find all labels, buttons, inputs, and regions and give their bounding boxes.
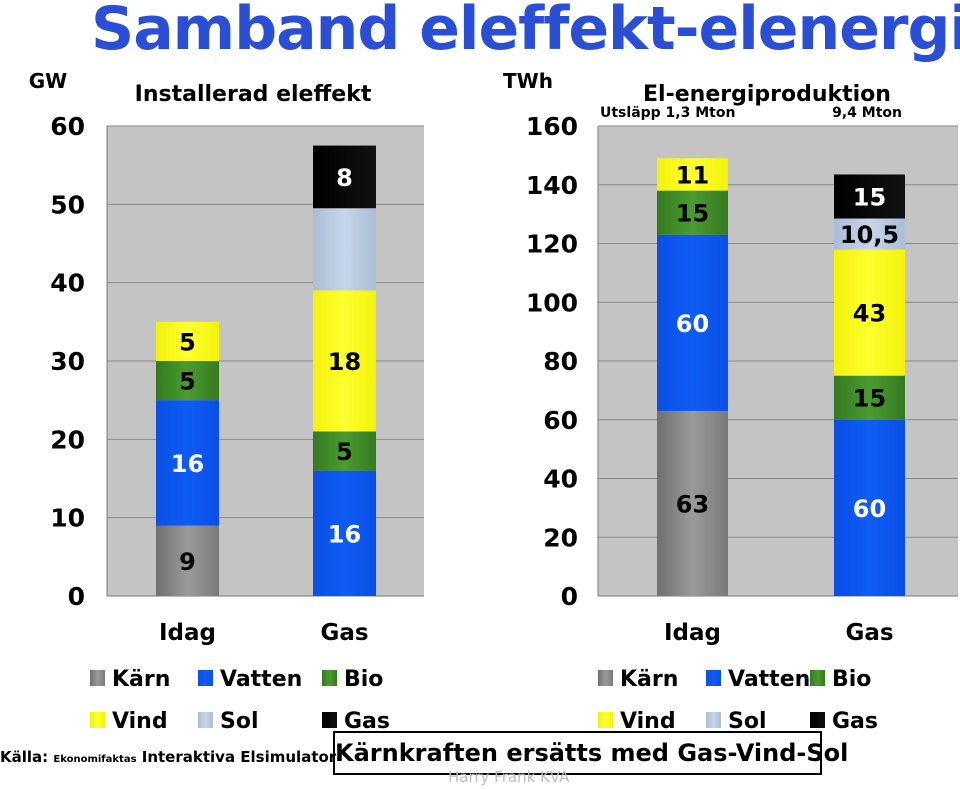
legend-swatch-0-kärn <box>90 670 105 686</box>
legend-swatch-1-kärn <box>598 670 613 686</box>
bar-segment-0-idag-vatten <box>156 400 219 526</box>
legend-swatch-1-vind <box>598 712 613 728</box>
y-tick-label-0: 40 <box>50 269 85 298</box>
bar-segment-1-gas-vatten <box>834 419 905 596</box>
y-tick-label-1: 140 <box>526 171 578 200</box>
bar-segment-0-idag-bio <box>156 361 219 401</box>
legend-label-1-kärn: Kärn <box>620 667 678 692</box>
data-label-0-idag-kärn: 9 <box>179 548 196 576</box>
source-rest: Interaktiva Elsimulator <box>136 748 337 766</box>
bar-segment-1-gas-gas <box>834 174 905 219</box>
data-label-1-idag-vind: 11 <box>676 161 709 189</box>
y-tick-label-1: 60 <box>543 406 578 435</box>
bar-segment-1-idag-vatten <box>657 234 728 411</box>
bar-segment-0-gas-bio <box>313 431 376 471</box>
bar-segment-0-gas-gas <box>313 145 376 209</box>
legend-swatch-0-gas <box>322 712 337 728</box>
y-tick-label-1: 80 <box>543 347 578 376</box>
data-label-0-gas-vatten: 16 <box>328 520 361 548</box>
legend-label-0-vatten: Vatten <box>220 667 302 692</box>
legend-label-0-kärn: Kärn <box>112 667 170 692</box>
legend-swatch-1-vatten <box>706 670 721 686</box>
bar-segment-0-gas-vind <box>313 290 376 432</box>
legend-swatch-0-vatten <box>198 670 213 686</box>
data-label-1-idag-kärn: 63 <box>676 490 709 518</box>
data-label-0-gas-bio: 5 <box>336 438 353 466</box>
data-label-0-idag-vatten: 16 <box>171 450 204 478</box>
category-label-1-idag: Idag <box>664 620 721 646</box>
source-small: Ekonomifaktas <box>53 754 137 765</box>
source-note: Källa: Ekonomifaktas Interaktiva Elsimul… <box>0 748 336 766</box>
category-label-0-idag: Idag <box>159 620 216 646</box>
y-tick-label-1: 40 <box>543 465 578 494</box>
conclusion-box: Kärnkraften ersätts med Gas-Vind-Sol <box>333 731 848 775</box>
data-label-1-idag-vatten: 60 <box>676 310 709 338</box>
chart-title-1: El-energiproduktion <box>643 82 891 107</box>
bar-segment-0-gas-vatten <box>313 470 376 596</box>
y-tick-label-0: 60 <box>50 112 85 141</box>
legend-label-1-gas: Gas <box>832 709 878 734</box>
bar-segment-1-idag-vind <box>657 158 728 191</box>
credit-text: Harry Frank KVA <box>448 768 570 786</box>
slide-title: Samband eleffekt-elenergi <box>90 0 960 64</box>
emission-annotation-idag: Utsläpp 1,3 Mton <box>600 105 735 121</box>
data-label-0-idag-bio: 5 <box>179 368 196 396</box>
legend-label-0-gas: Gas <box>344 709 390 734</box>
y-tick-label-0: 50 <box>50 190 85 219</box>
legend-label-0-bio: Bio <box>344 667 383 692</box>
data-label-1-gas-vind: 43 <box>853 300 886 328</box>
legend-swatch-1-sol <box>706 712 721 728</box>
bar-segment-1-idag-kärn <box>657 410 728 596</box>
data-label-0-gas-vind: 18 <box>328 348 361 376</box>
legend-swatch-0-sol <box>198 712 213 728</box>
y-tick-label-0: 30 <box>50 347 85 376</box>
chart-title-0: Installerad eleffekt <box>135 82 372 107</box>
legend-swatch-0-bio <box>322 670 337 686</box>
bar-segment-1-gas-bio <box>834 375 905 420</box>
y-tick-label-1: 100 <box>526 288 578 317</box>
y-tick-label-0: 20 <box>50 425 85 454</box>
y-tick-label-0: 10 <box>50 504 85 533</box>
emission-annotation-gas: 9,4 Mton <box>832 105 902 121</box>
y-axis-unit-0: GW <box>29 69 67 93</box>
legend-label-0-sol: Sol <box>220 709 259 734</box>
y-tick-label-1: 160 <box>526 112 578 141</box>
y-tick-label-1: 0 <box>561 582 578 611</box>
data-label-1-gas-gas: 15 <box>853 184 886 212</box>
legend-swatch-1-bio <box>810 670 825 686</box>
y-tick-label-1: 20 <box>543 523 578 552</box>
data-label-1-gas-sol: 10,5 <box>840 221 899 249</box>
legend-label-0-vind: Vind <box>112 709 168 734</box>
category-label-0-gas: Gas <box>320 620 368 646</box>
data-label-1-idag-bio: 15 <box>676 200 709 228</box>
y-tick-label-1: 120 <box>526 230 578 259</box>
bar-segment-1-idag-bio <box>657 190 728 235</box>
bar-segment-0-gas-sol <box>313 208 376 291</box>
category-label-1-gas: Gas <box>845 620 893 646</box>
y-tick-label-0: 0 <box>68 582 85 611</box>
data-label-1-gas-bio: 15 <box>853 385 886 413</box>
legend-swatch-0-vind <box>90 712 105 728</box>
source-prefix: Källa: <box>0 748 54 766</box>
bar-segment-0-idag-vind <box>156 321 219 361</box>
legend-label-1-vatten: Vatten <box>728 667 810 692</box>
y-axis-unit-1: TWh <box>503 69 553 93</box>
data-label-0-idag-vind: 5 <box>179 328 196 356</box>
legend-swatch-1-gas <box>810 712 825 728</box>
bar-segment-0-idag-kärn <box>156 525 219 596</box>
bar-segment-1-gas-sol <box>834 218 905 250</box>
legend-label-1-bio: Bio <box>832 667 871 692</box>
data-label-0-gas-gas: 8 <box>336 164 353 192</box>
data-label-1-gas-vatten: 60 <box>853 495 886 523</box>
legend-label-1-sol: Sol <box>728 709 767 734</box>
legend-label-1-vind: Vind <box>620 709 676 734</box>
bar-segment-1-gas-vind <box>834 249 905 376</box>
